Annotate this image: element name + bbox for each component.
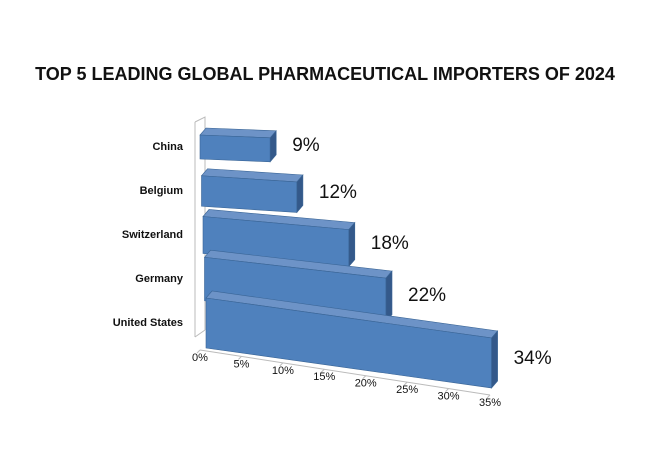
wall-corner	[194, 329, 206, 338]
value-label: 18%	[371, 233, 409, 254]
x-tick-label: 20%	[355, 378, 377, 390]
x-tick-label: 15%	[313, 371, 335, 383]
category-label: United States	[113, 317, 183, 329]
bar-group	[199, 127, 277, 163]
value-label: 22%	[408, 285, 446, 306]
x-tick-mark	[196, 349, 201, 354]
x-tick-label: 5%	[233, 358, 249, 370]
category-label: Belgium	[140, 185, 184, 197]
category-label: Germany	[135, 273, 184, 285]
category-label: Switzerland	[122, 229, 183, 241]
chart-title: TOP 5 LEADING GLOBAL PHARMACEUTICAL IMPO…	[35, 64, 615, 84]
x-axis-line	[199, 349, 491, 396]
bar	[199, 134, 271, 163]
x-tick-label: 0%	[192, 352, 208, 364]
x-tick-mark	[279, 362, 284, 367]
x-tick-mark	[362, 375, 367, 380]
value-label: 9%	[292, 135, 320, 156]
value-label: 34%	[514, 348, 552, 369]
value-label: 12%	[319, 182, 357, 203]
x-tick-label: 35%	[479, 397, 501, 409]
bar	[201, 175, 298, 213]
x-tick-mark	[238, 356, 242, 360]
x-tick-label: 30%	[438, 390, 460, 402]
bar-side	[296, 174, 304, 214]
x-tick-mark	[445, 388, 449, 392]
bar-side	[385, 270, 393, 323]
category-label: China	[152, 141, 183, 153]
bar-group	[205, 290, 499, 389]
x-tick-label: 10%	[272, 365, 294, 377]
x-tick-mark	[320, 368, 325, 373]
bar-side	[348, 221, 356, 268]
bar-side	[269, 129, 277, 163]
bar-side	[491, 330, 498, 389]
bar-group	[200, 168, 304, 214]
x-tick-mark	[486, 394, 491, 399]
x-tick-mark	[403, 381, 408, 386]
x-tick-label: 25%	[396, 384, 418, 396]
